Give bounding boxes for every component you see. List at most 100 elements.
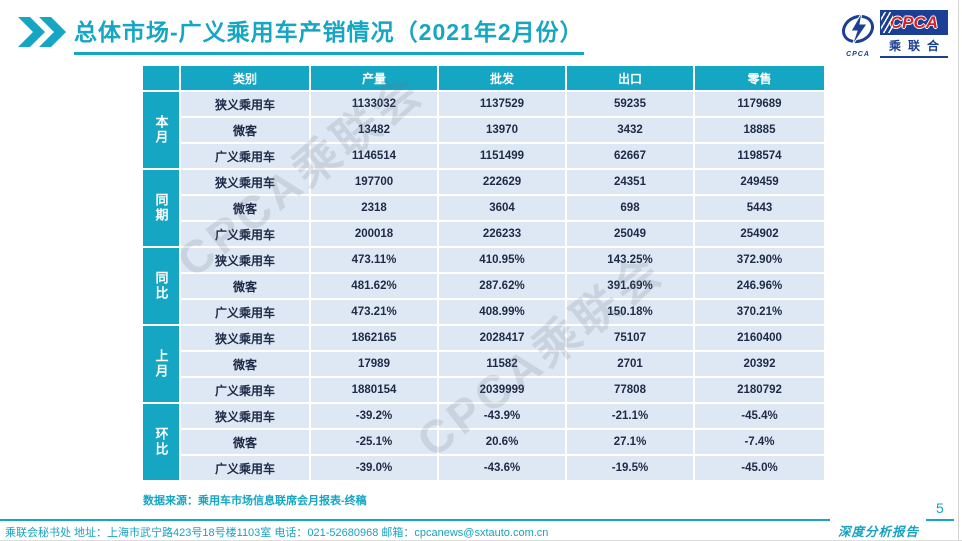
value-cell: 1151499 xyxy=(439,144,565,168)
value-cell: 226233 xyxy=(439,222,565,246)
category-cell: 微客 xyxy=(181,118,309,142)
category-cell: 广义乘用车 xyxy=(181,456,309,480)
row-group-label: 同期 xyxy=(143,170,179,246)
page-title: 总体市场-广义乘用车产销情况（2021年2月份） xyxy=(74,13,584,55)
category-cell: 广义乘用车 xyxy=(181,222,309,246)
footer-divider xyxy=(0,519,830,521)
row-group-label: 环比 xyxy=(143,404,179,480)
value-cell: 1133032 xyxy=(311,92,437,116)
value-cell: 2160400 xyxy=(695,326,824,350)
category-cell: 狭义乘用车 xyxy=(181,248,309,272)
value-cell: 370.21% xyxy=(695,300,824,324)
logo-cpca-text: CPCA xyxy=(889,12,939,32)
category-cell: 狭义乘用车 xyxy=(181,326,309,350)
value-cell: -21.1% xyxy=(567,404,693,428)
value-cell: -25.1% xyxy=(311,430,437,454)
value-cell: 3604 xyxy=(439,196,565,220)
value-cell: 150.18% xyxy=(567,300,693,324)
value-cell: 25049 xyxy=(567,222,693,246)
value-cell: -45.4% xyxy=(695,404,824,428)
value-cell: 481.62% xyxy=(311,274,437,298)
cpca-logo: CPCA CPCA 乘联合 xyxy=(838,10,950,62)
value-cell: 2028417 xyxy=(439,326,565,350)
value-cell: 408.99% xyxy=(439,300,565,324)
value-cell: 410.95% xyxy=(439,248,565,272)
value-cell: 1198574 xyxy=(695,144,824,168)
value-cell: -45.0% xyxy=(695,456,824,480)
value-cell: 11582 xyxy=(439,352,565,376)
column-header: 零售 xyxy=(695,66,824,90)
value-cell: 18885 xyxy=(695,118,824,142)
table-corner-cell xyxy=(143,66,179,90)
source-note: 数据来源：乘用车市场信息联席会月报表-终稿 xyxy=(143,495,367,507)
row-group-label: 同比 xyxy=(143,248,179,324)
value-cell: 75107 xyxy=(567,326,693,350)
double-chevron-icon xyxy=(18,17,66,47)
value-cell: 473.21% xyxy=(311,300,437,324)
value-cell: 13482 xyxy=(311,118,437,142)
value-cell: 254902 xyxy=(695,222,824,246)
value-cell: 2180792 xyxy=(695,378,824,402)
value-cell: 246.96% xyxy=(695,274,824,298)
value-cell: 1137529 xyxy=(439,92,565,116)
value-cell: 62667 xyxy=(567,144,693,168)
category-cell: 广义乘用车 xyxy=(181,300,309,324)
value-cell: 200018 xyxy=(311,222,437,246)
category-cell: 微客 xyxy=(181,274,309,298)
value-cell: -7.4% xyxy=(695,430,824,454)
value-cell: 222629 xyxy=(439,170,565,194)
value-cell: 698 xyxy=(567,196,693,220)
category-cell: 狭义乘用车 xyxy=(181,92,309,116)
data-table: 类别 产量 批发 出口 零售 本月 狭义乘用车 1133032 1137529 59235 1179… xyxy=(143,66,824,480)
value-cell: -43.9% xyxy=(439,404,565,428)
category-cell: 广义乘用车 xyxy=(181,378,309,402)
value-cell: 24351 xyxy=(567,170,693,194)
value-cell: 1862165 xyxy=(311,326,437,350)
value-cell: 20392 xyxy=(695,352,824,376)
value-cell: 287.62% xyxy=(439,274,565,298)
cpca-emblem-icon: CPCA xyxy=(838,10,878,60)
value-cell: -43.6% xyxy=(439,456,565,480)
report-type-label: 深度分析报告 xyxy=(838,525,920,539)
value-cell: 1146514 xyxy=(311,144,437,168)
logo-right-block: CPCA 乘联合 xyxy=(880,10,948,58)
category-cell: 微客 xyxy=(181,352,309,376)
value-cell: -39.2% xyxy=(311,404,437,428)
value-cell: 143.25% xyxy=(567,248,693,272)
value-cell: 20.6% xyxy=(439,430,565,454)
value-cell: 197700 xyxy=(311,170,437,194)
row-group-label: 上月 xyxy=(143,326,179,402)
value-cell: 2701 xyxy=(567,352,693,376)
page-number: 5 xyxy=(936,500,944,516)
value-cell: 391.69% xyxy=(567,274,693,298)
value-cell: -39.0% xyxy=(311,456,437,480)
column-header: 批发 xyxy=(439,66,565,90)
value-cell: 372.90% xyxy=(695,248,824,272)
value-cell: 2318 xyxy=(311,196,437,220)
column-header: 产量 xyxy=(311,66,437,90)
category-cell: 微客 xyxy=(181,196,309,220)
value-cell: 249459 xyxy=(695,170,824,194)
category-cell: 微客 xyxy=(181,430,309,454)
value-cell: 13970 xyxy=(439,118,565,142)
value-cell: 3432 xyxy=(567,118,693,142)
value-cell: 59235 xyxy=(567,92,693,116)
logo-emblem-caption: CPCA xyxy=(846,51,870,58)
row-group-label: 本月 xyxy=(143,92,179,168)
value-cell: 1179689 xyxy=(695,92,824,116)
category-cell: 广义乘用车 xyxy=(181,144,309,168)
column-header: 类别 xyxy=(181,66,309,90)
category-cell: 狭义乘用车 xyxy=(181,170,309,194)
value-cell: 2039999 xyxy=(439,378,565,402)
column-header: 出口 xyxy=(567,66,693,90)
value-cell: 27.1% xyxy=(567,430,693,454)
logo-cpca-box: CPCA xyxy=(880,10,948,35)
value-cell: -19.5% xyxy=(567,456,693,480)
value-cell: 1880154 xyxy=(311,378,437,402)
value-cell: 5443 xyxy=(695,196,824,220)
value-cell: 77808 xyxy=(567,378,693,402)
logo-chinese-text: 乘联合 xyxy=(880,37,948,58)
value-cell: 473.11% xyxy=(311,248,437,272)
value-cell: 17989 xyxy=(311,352,437,376)
